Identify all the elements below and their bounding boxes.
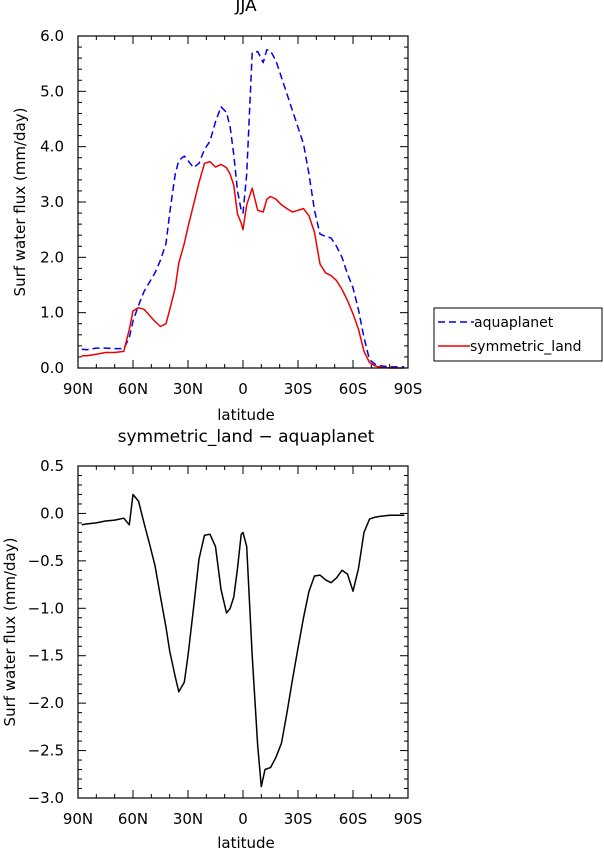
bottom-x-tick-label: 60N bbox=[118, 810, 148, 828]
top-x-tick-label: 90N bbox=[63, 380, 93, 398]
bottom-y-tick-label: −1.0 bbox=[28, 599, 64, 617]
top-y-tick-label: 5.0 bbox=[40, 82, 64, 100]
bottom-chart-title: symmetric_land − aquaplanet bbox=[118, 427, 375, 447]
bottom-x-tick-label: 90S bbox=[394, 810, 423, 828]
bottom-y-axis-label: Surf water flux (mm/day) bbox=[1, 538, 19, 727]
legend-label-symmetric-land: symmetric_land bbox=[470, 339, 582, 355]
bottom-x-axis-label: latitude bbox=[217, 834, 275, 851]
top-x-tick-label: 0 bbox=[238, 380, 248, 398]
top-y-tick-label: 6.0 bbox=[40, 27, 64, 45]
top-y-tick-label: 0.0 bbox=[40, 359, 64, 377]
bottom-x-tick-label: 30N bbox=[173, 810, 203, 828]
bottom-y-tick-label: 0.5 bbox=[40, 457, 64, 475]
bottom-panel: symmetric_land − aquaplanet 90N 60N 30N 0 30… bbox=[1, 427, 422, 851]
top-y-tick-label: 1.0 bbox=[40, 304, 64, 322]
top-axes: 90N 60N 30N 0 30S 60S 90S 0.0 1.0 2.0 3.0 4.0 5.0 6.0 bbox=[40, 27, 422, 398]
top-y-axis-label: Surf water flux (mm/day) bbox=[11, 108, 29, 297]
top-plot-frame bbox=[77, 35, 409, 369]
top-x-tick-label: 60S bbox=[339, 380, 368, 398]
bottom-axes: 90N 60N 30N 0 30S 60S 90S 0.5 0.0 −0.5 −1.0 −1.5 −2.… bbox=[28, 457, 423, 828]
bottom-y-tick-label: −2.5 bbox=[28, 742, 64, 760]
bottom-y-tick-label: −1.5 bbox=[28, 647, 64, 665]
bottom-x-tick-label: 90N bbox=[63, 810, 93, 828]
bottom-y-tick-label: −2.0 bbox=[28, 694, 64, 712]
bottom-plot-frame bbox=[77, 465, 409, 799]
top-y-tick-label: 2.0 bbox=[40, 248, 64, 266]
bottom-y-tick-label: 0.0 bbox=[40, 504, 64, 522]
top-series-line-symmetric-land bbox=[81, 160, 405, 369]
top-x-tick-label: 30N bbox=[173, 380, 203, 398]
bottom-y-tick-label: −3.0 bbox=[28, 789, 64, 807]
bottom-x-tick-label: 60S bbox=[339, 810, 368, 828]
legend-box bbox=[433, 307, 603, 362]
legend-label-aquaplanet: aquaplanet bbox=[474, 315, 554, 331]
legend: aquaplanet symmetric_land bbox=[433, 307, 603, 362]
top-series-line-aquaplanet bbox=[81, 49, 405, 368]
top-x-axis-label: latitude bbox=[217, 406, 275, 424]
top-series-lines bbox=[81, 49, 405, 369]
bottom-x-tick-label: 0 bbox=[238, 810, 248, 828]
top-y-tick-label: 3.0 bbox=[40, 193, 64, 211]
top-y-tick-label: 4.0 bbox=[40, 138, 64, 156]
bottom-y-tick-label: −0.5 bbox=[28, 552, 64, 570]
bottom-series-lines bbox=[81, 493, 405, 788]
bottom-series-line-difference bbox=[81, 493, 405, 788]
bottom-x-tick-label: 30S bbox=[284, 810, 313, 828]
top-panel: JJA 90N 60N 30N 0 30S 60S 90S 0.0 1.0 2.0 3.0 4.0 5.… bbox=[11, 0, 422, 424]
top-chart-title: JJA bbox=[234, 0, 257, 16]
top-x-tick-label: 60N bbox=[118, 380, 148, 398]
top-x-tick-label: 30S bbox=[284, 380, 313, 398]
top-x-tick-label: 90S bbox=[394, 380, 423, 398]
